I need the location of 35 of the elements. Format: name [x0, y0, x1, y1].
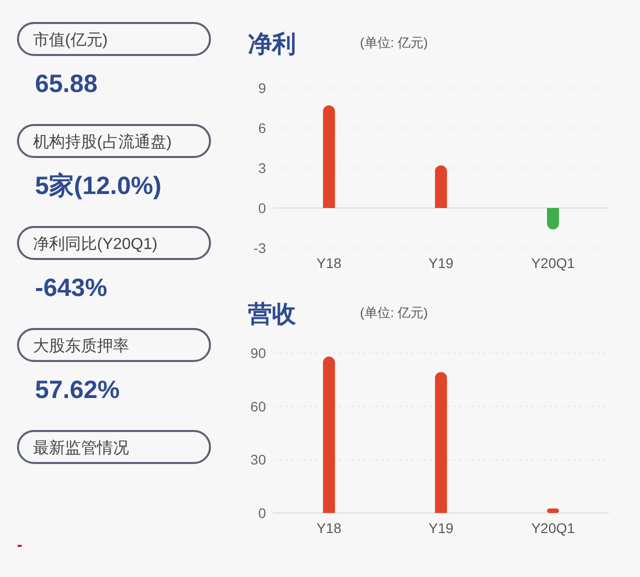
y-tick-label: 0 — [258, 200, 266, 216]
chart-title: 净利 — [248, 31, 296, 58]
x-tick-label: Y19 — [428, 255, 454, 271]
x-tick-label: Y20Q1 — [531, 520, 576, 536]
y-tick-label: 6 — [258, 120, 266, 136]
text: 最新监管情况 — [33, 439, 129, 457]
text: 大股东质押率 — [33, 337, 129, 355]
y-tick-label: 60 — [250, 398, 266, 414]
text: 净利同比(Y20Q1) — [33, 235, 158, 253]
x-tick-label: Y19 — [428, 520, 454, 536]
text: 57.62% — [35, 376, 120, 404]
text: - — [17, 537, 22, 554]
y-tick-label: 3 — [258, 160, 266, 176]
bar — [547, 208, 559, 230]
y-tick-label: 90 — [250, 345, 266, 361]
text: 5家(12.0%) — [35, 172, 162, 200]
chart-subtitle: (单位: 亿元) — [360, 305, 428, 320]
y-tick-label: 9 — [258, 80, 266, 96]
x-tick-label: Y20Q1 — [531, 255, 576, 271]
text: 机构持股(占流通盘) — [33, 133, 172, 151]
chart-subtitle: (单位: 亿元) — [360, 35, 428, 50]
text: 市值(亿元) — [33, 31, 108, 49]
chart-title: 营收 — [247, 301, 297, 328]
bar — [435, 165, 447, 208]
text: -643% — [35, 274, 108, 302]
bar — [323, 356, 335, 513]
bar — [547, 508, 559, 513]
y-tick-label: -3 — [254, 240, 266, 256]
x-tick-label: Y18 — [316, 255, 342, 271]
bar — [323, 105, 335, 208]
x-tick-label: Y18 — [316, 520, 342, 536]
bar — [435, 372, 447, 513]
y-tick-label: 30 — [250, 452, 266, 468]
text: 65.88 — [35, 70, 98, 98]
y-tick-label: 0 — [258, 505, 266, 521]
